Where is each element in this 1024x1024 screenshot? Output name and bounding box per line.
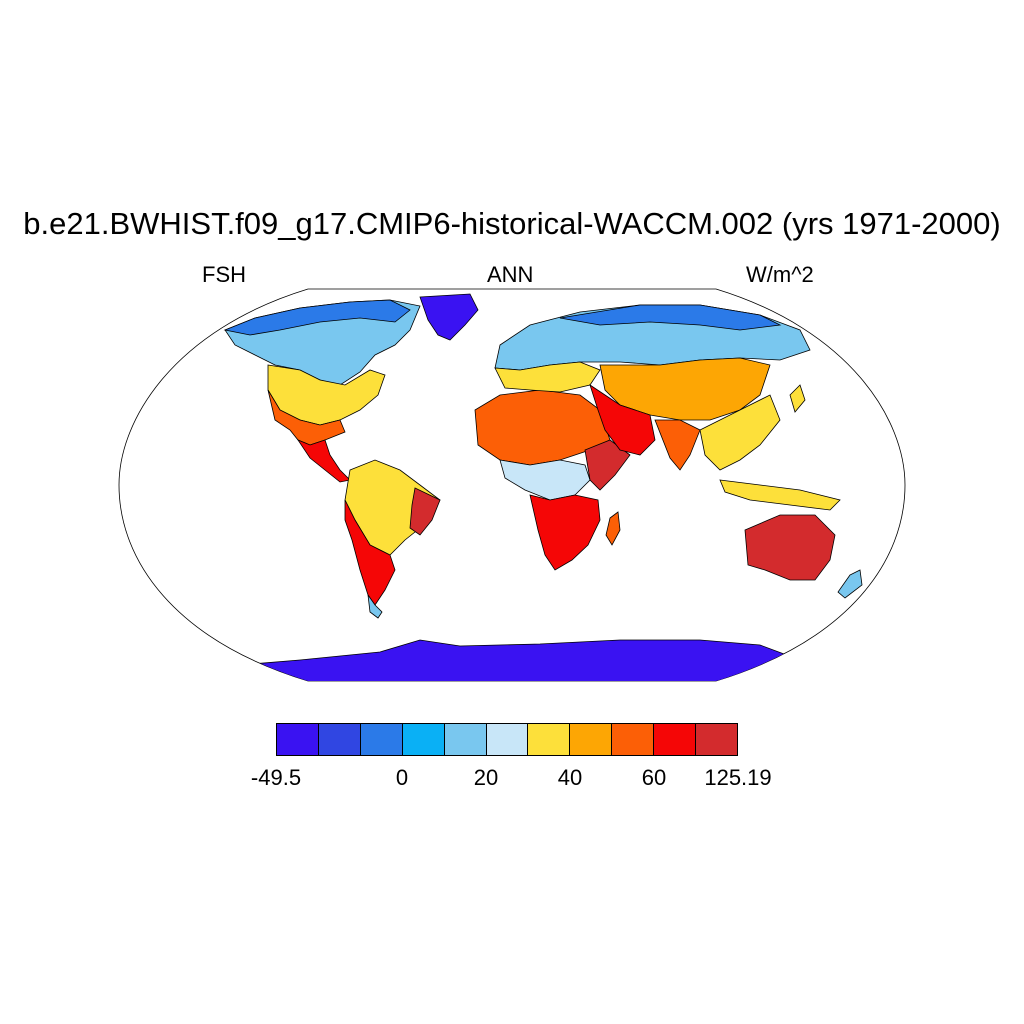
middle-east <box>589 384 656 456</box>
japan <box>789 384 806 413</box>
colorbar-tick-label: 20 <box>473 765 499 790</box>
colorbar-swatch <box>276 723 319 756</box>
colorbar-swatch <box>317 723 361 756</box>
north-america-warm <box>267 389 346 446</box>
colorbar-tick-label: -49.5 <box>250 765 302 790</box>
indonesia <box>719 479 841 511</box>
colorbar-swatch <box>401 723 445 756</box>
colorbar-swatch <box>527 723 571 756</box>
colorbar-swatch <box>443 723 487 756</box>
south-america-south <box>367 594 383 619</box>
colorbar-tick-label: 125.19 <box>704 765 772 790</box>
plot-title: b.e21.BWHIST.f09_g17.CMIP6-historical-WA… <box>23 206 1001 241</box>
season-label: ANN <box>487 262 534 287</box>
central-america <box>296 439 351 483</box>
colorbar-swatch <box>359 723 403 756</box>
south-america-hot <box>344 499 396 606</box>
colorbar-swatch <box>569 723 613 756</box>
new-zealand <box>837 569 863 599</box>
colorbar-swatch <box>695 723 738 756</box>
greenland <box>419 293 479 341</box>
units-label: W/m^2 <box>746 262 814 287</box>
africa-south <box>529 494 601 571</box>
southeast-asia <box>699 394 781 471</box>
australia <box>744 514 836 581</box>
colorbar <box>276 723 738 756</box>
colorbar-swatch <box>653 723 697 756</box>
africa-equatorial <box>499 459 591 501</box>
africa-horn <box>584 439 631 491</box>
colorbar-swatch <box>611 723 655 756</box>
south-america-east <box>409 487 441 536</box>
madagascar <box>605 511 621 546</box>
colorbar-swatch <box>485 723 529 756</box>
india <box>654 419 701 471</box>
colorbar-tick-label: 0 <box>395 765 409 790</box>
colorbar-tick-label: 40 <box>557 765 583 790</box>
eurasia-arctic <box>559 304 782 331</box>
europe-central <box>494 361 601 393</box>
variable-label: FSH <box>202 262 246 287</box>
north-america-arctic <box>223 299 411 336</box>
colorbar-tick-label: 60 <box>641 765 667 790</box>
antarctica <box>219 639 821 681</box>
